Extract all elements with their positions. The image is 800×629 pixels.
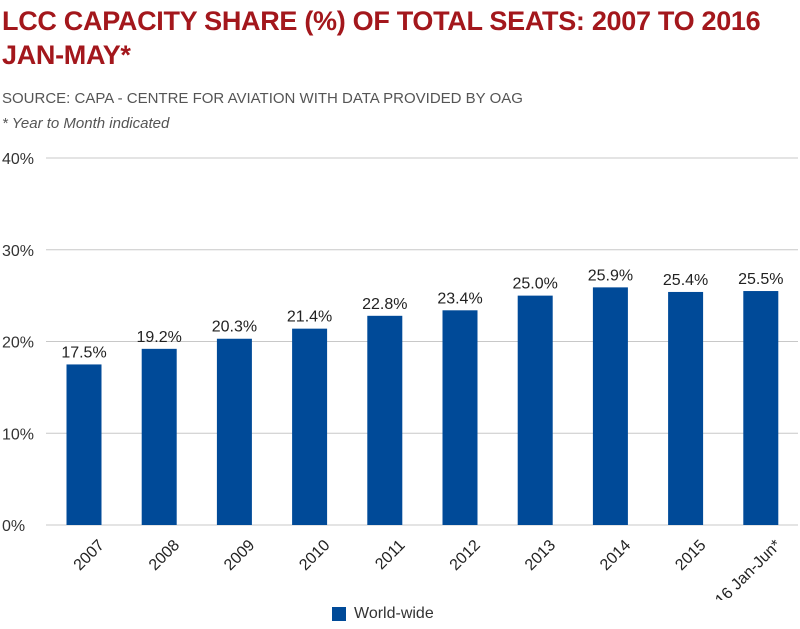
y-tick-label: 10% bbox=[2, 426, 34, 443]
legend-swatch bbox=[332, 607, 346, 621]
data-label: 23.4% bbox=[437, 290, 482, 307]
legend-label: World-wide bbox=[354, 605, 434, 622]
data-label: 22.8% bbox=[362, 296, 407, 313]
data-label: 25.4% bbox=[663, 272, 708, 289]
bar bbox=[592, 287, 628, 525]
x-tick-label: 2012 bbox=[447, 537, 484, 574]
bar bbox=[292, 328, 328, 525]
x-tick-label: 2015 bbox=[672, 537, 709, 574]
x-tick-label: 2007 bbox=[71, 537, 108, 574]
legend: World-wide bbox=[332, 605, 434, 623]
data-label: 20.3% bbox=[212, 319, 257, 336]
data-label: 17.5% bbox=[61, 344, 106, 361]
x-tick-label: 2011 bbox=[372, 537, 408, 573]
bars bbox=[66, 287, 779, 525]
chart-title: LCC CAPACITY SHARE (%) OF TOTAL SEATS: 2… bbox=[2, 6, 761, 70]
data-label: 21.4% bbox=[287, 309, 332, 326]
x-tick-label: 2009 bbox=[221, 537, 258, 574]
chart-subtitle: SOURCE: CAPA - CENTRE FOR AVIATION WITH … bbox=[2, 90, 523, 107]
bar bbox=[216, 338, 252, 525]
y-tick-label: 40% bbox=[2, 151, 34, 168]
bar bbox=[743, 291, 779, 525]
y-tick-label: 20% bbox=[2, 335, 34, 352]
chart-note: * Year to Month indicated bbox=[2, 115, 170, 132]
x-tick-label: 2016 Jan-Jun* bbox=[700, 537, 785, 600]
bar bbox=[442, 310, 478, 525]
x-tick-label: 2013 bbox=[522, 537, 559, 574]
y-tick-label: 0% bbox=[2, 518, 25, 535]
x-tick-label: 2014 bbox=[597, 537, 634, 574]
x-tick-label: 2010 bbox=[296, 537, 333, 574]
data-labels: 17.5% 19.2% 20.3% 21.4% 22.8% 23.4% 25.0% 25.9%… bbox=[61, 267, 783, 361]
bar bbox=[668, 291, 704, 525]
data-label: 25.5% bbox=[738, 271, 783, 288]
data-label: 19.2% bbox=[137, 329, 182, 346]
bar bbox=[367, 315, 403, 525]
bar bbox=[141, 348, 177, 525]
bar bbox=[66, 364, 102, 525]
data-label: 25.0% bbox=[513, 276, 558, 293]
data-label: 25.9% bbox=[588, 267, 633, 284]
y-tick-label: 30% bbox=[2, 243, 34, 260]
x-tick-label: 2008 bbox=[146, 537, 183, 574]
bar-chart: 17.5% 19.2% 20.3% 21.4% 22.8% 23.4% 25.0% 25.9%… bbox=[2, 151, 798, 600]
bar bbox=[517, 295, 553, 525]
